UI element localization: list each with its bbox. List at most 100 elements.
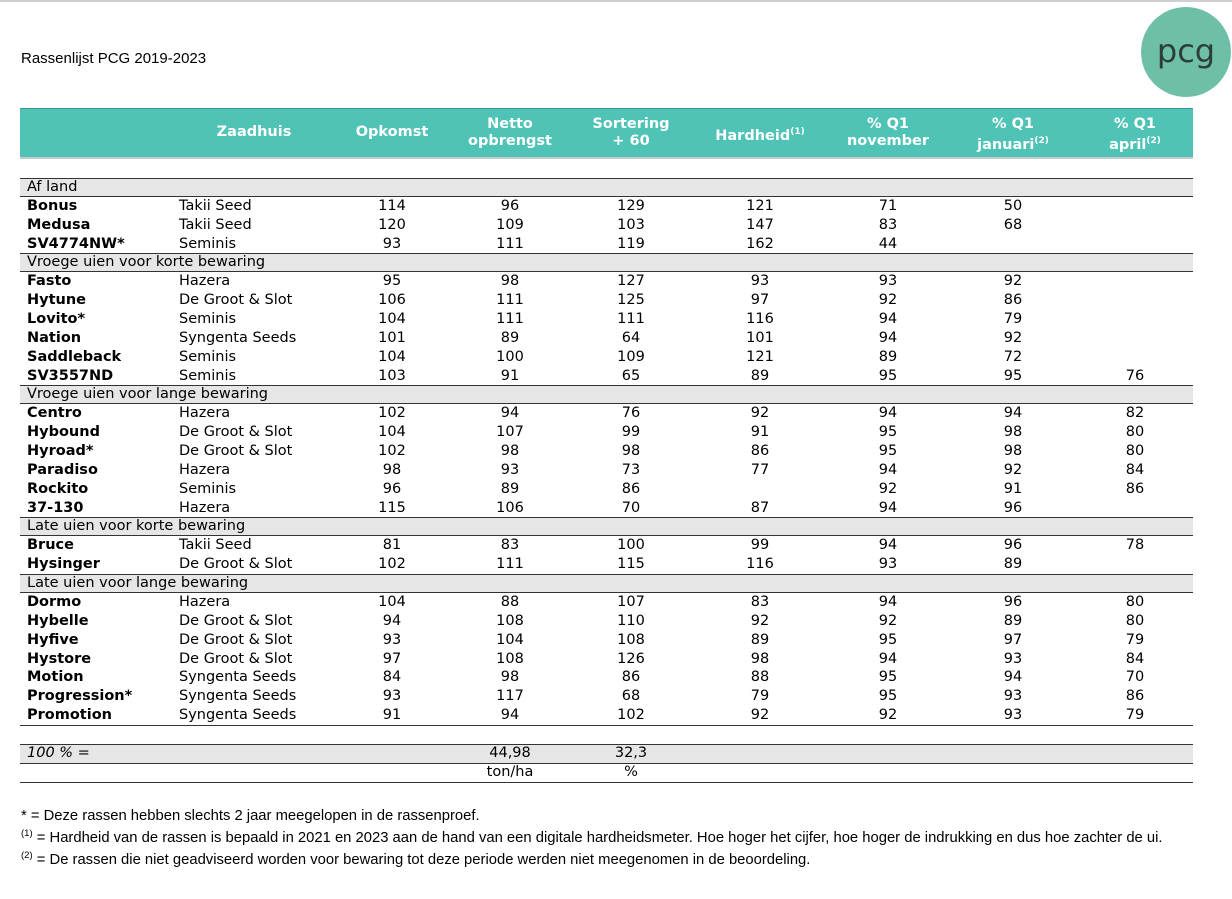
cell-value: 92 <box>750 612 770 629</box>
cell-value: 115 <box>378 499 406 516</box>
cell-value: 98 <box>500 273 520 290</box>
column-header-text: november <box>846 133 930 149</box>
cell-value: 93 <box>878 273 898 290</box>
seed-company: De Groot & Slot <box>179 650 293 667</box>
cell-value: 92 <box>878 707 898 724</box>
totals-value: ton/ha <box>486 764 534 780</box>
cell-value: 95 <box>878 367 898 384</box>
cell-value: 119 <box>617 235 645 252</box>
column-header-text: Sortering <box>592 116 670 132</box>
group-label: Late uien voor lange bewaring <box>27 575 249 592</box>
cell-value: 111 <box>496 311 524 328</box>
cell-value: 98 <box>500 443 520 460</box>
group-row <box>20 517 1193 537</box>
variety-name: Promotion <box>27 707 112 724</box>
table-header: Zaadhuis Opkomst Netto opbrengst Sortering + … <box>20 108 1193 159</box>
column-header-line: Sortering <box>592 116 669 133</box>
footnote: (1) = Hardheid van de rassen is bepaald … <box>21 827 1181 849</box>
cell-value: 80 <box>1125 612 1145 629</box>
cell-value: 100 <box>496 348 524 365</box>
cell-value: 80 <box>1125 443 1145 460</box>
group-row <box>20 178 1193 197</box>
column-header: % Q1 januari(2) <box>977 116 1049 154</box>
cell-value: 89 <box>500 329 520 346</box>
cell-value: 95 <box>878 424 898 441</box>
footnote: (2) = De rassen die niet geadviseerd wor… <box>21 849 1181 871</box>
cell-value: 89 <box>750 367 770 384</box>
seed-company: Hazera <box>179 499 231 516</box>
cell-value: 91 <box>1003 480 1023 497</box>
variety-name: Fasto <box>27 273 72 290</box>
variety-name: Bonus <box>27 197 78 214</box>
cell-value: 97 <box>382 650 402 667</box>
cell-value: 116 <box>746 311 774 328</box>
cell-value: 111 <box>617 311 645 328</box>
column-header-text: opbrengst <box>468 133 552 149</box>
cell-value: 125 <box>617 292 645 309</box>
cell-value: 95 <box>382 273 402 290</box>
cell-value: 120 <box>378 216 406 233</box>
variety-name: Hytune <box>27 292 86 309</box>
cell-value: 73 <box>621 461 641 478</box>
cell-value: 92 <box>750 707 770 724</box>
cell-value: 88 <box>500 593 520 610</box>
cell-value: 92 <box>878 612 898 629</box>
cell-value: 70 <box>621 499 641 516</box>
cell-value: 81 <box>382 537 402 554</box>
cell-value: 93 <box>750 273 770 290</box>
seed-company: De Groot & Slot <box>179 556 293 573</box>
column-header-line: % Q1 <box>977 116 1049 133</box>
seed-company: Seminis <box>179 367 237 384</box>
column-header-line: Zaadhuis <box>217 124 292 141</box>
cell-value: 96 <box>500 197 520 214</box>
seed-company: Hazera <box>179 405 231 422</box>
cell-value: 94 <box>878 329 898 346</box>
cell-value: 110 <box>617 612 645 629</box>
cell-value: 87 <box>750 499 770 516</box>
variety-name: SV4774NW* <box>27 235 125 252</box>
cell-value: 93 <box>878 556 898 573</box>
column-header-sup: (1) <box>790 127 805 137</box>
variety-name: Hystore <box>27 650 92 667</box>
group-label: Vroege uien voor korte bewaring <box>27 254 266 271</box>
variety-name: Hyfive <box>27 631 79 648</box>
cell-value: 86 <box>1003 292 1023 309</box>
column-header-text: januari <box>977 136 1035 153</box>
variety-name: Paradiso <box>27 461 98 478</box>
cell-value: 98 <box>382 461 402 478</box>
variety-name: Nation <box>27 329 82 346</box>
footnote-text: = De rassen die niet geadviseerd worden … <box>36 852 811 868</box>
cell-value: 121 <box>746 348 774 365</box>
group-row <box>20 385 1193 405</box>
column-header: Netto opbrengst <box>468 116 552 150</box>
seed-company: Syngenta Seeds <box>179 707 297 724</box>
cell-value: 98 <box>1003 424 1023 441</box>
cell-value: 94 <box>878 650 898 667</box>
cell-value: 116 <box>746 556 774 573</box>
cell-value: 101 <box>746 329 774 346</box>
column-header-sup: (2) <box>1034 136 1049 146</box>
cell-value: 97 <box>750 292 770 309</box>
cell-value: 104 <box>378 424 406 441</box>
cell-value: 102 <box>378 405 406 422</box>
variety-name: 37-130 <box>27 499 84 516</box>
cell-value: 86 <box>621 480 641 497</box>
cell-value: 80 <box>1125 593 1145 610</box>
cell-value: 78 <box>1125 537 1145 554</box>
seed-company: Hazera <box>179 593 231 610</box>
cell-value: 104 <box>378 311 406 328</box>
cell-value: 98 <box>621 443 641 460</box>
cell-value: 104 <box>378 593 406 610</box>
cell-value: 79 <box>1125 631 1145 648</box>
column-header-line: Hardheid(1) <box>715 124 804 145</box>
cell-value: 50 <box>1003 197 1023 214</box>
variety-name: Medusa <box>27 216 91 233</box>
seed-company: Takii Seed <box>179 197 252 214</box>
cell-value: 89 <box>1003 612 1023 629</box>
footnote: * = Deze rassen hebben slechts 2 jaar me… <box>21 805 1181 827</box>
column-header-line: opbrengst <box>468 133 552 150</box>
logo-text: pcg <box>1157 32 1215 70</box>
seed-company: Hazera <box>179 461 231 478</box>
cell-value: 86 <box>750 443 770 460</box>
variety-name: Centro <box>27 405 82 422</box>
